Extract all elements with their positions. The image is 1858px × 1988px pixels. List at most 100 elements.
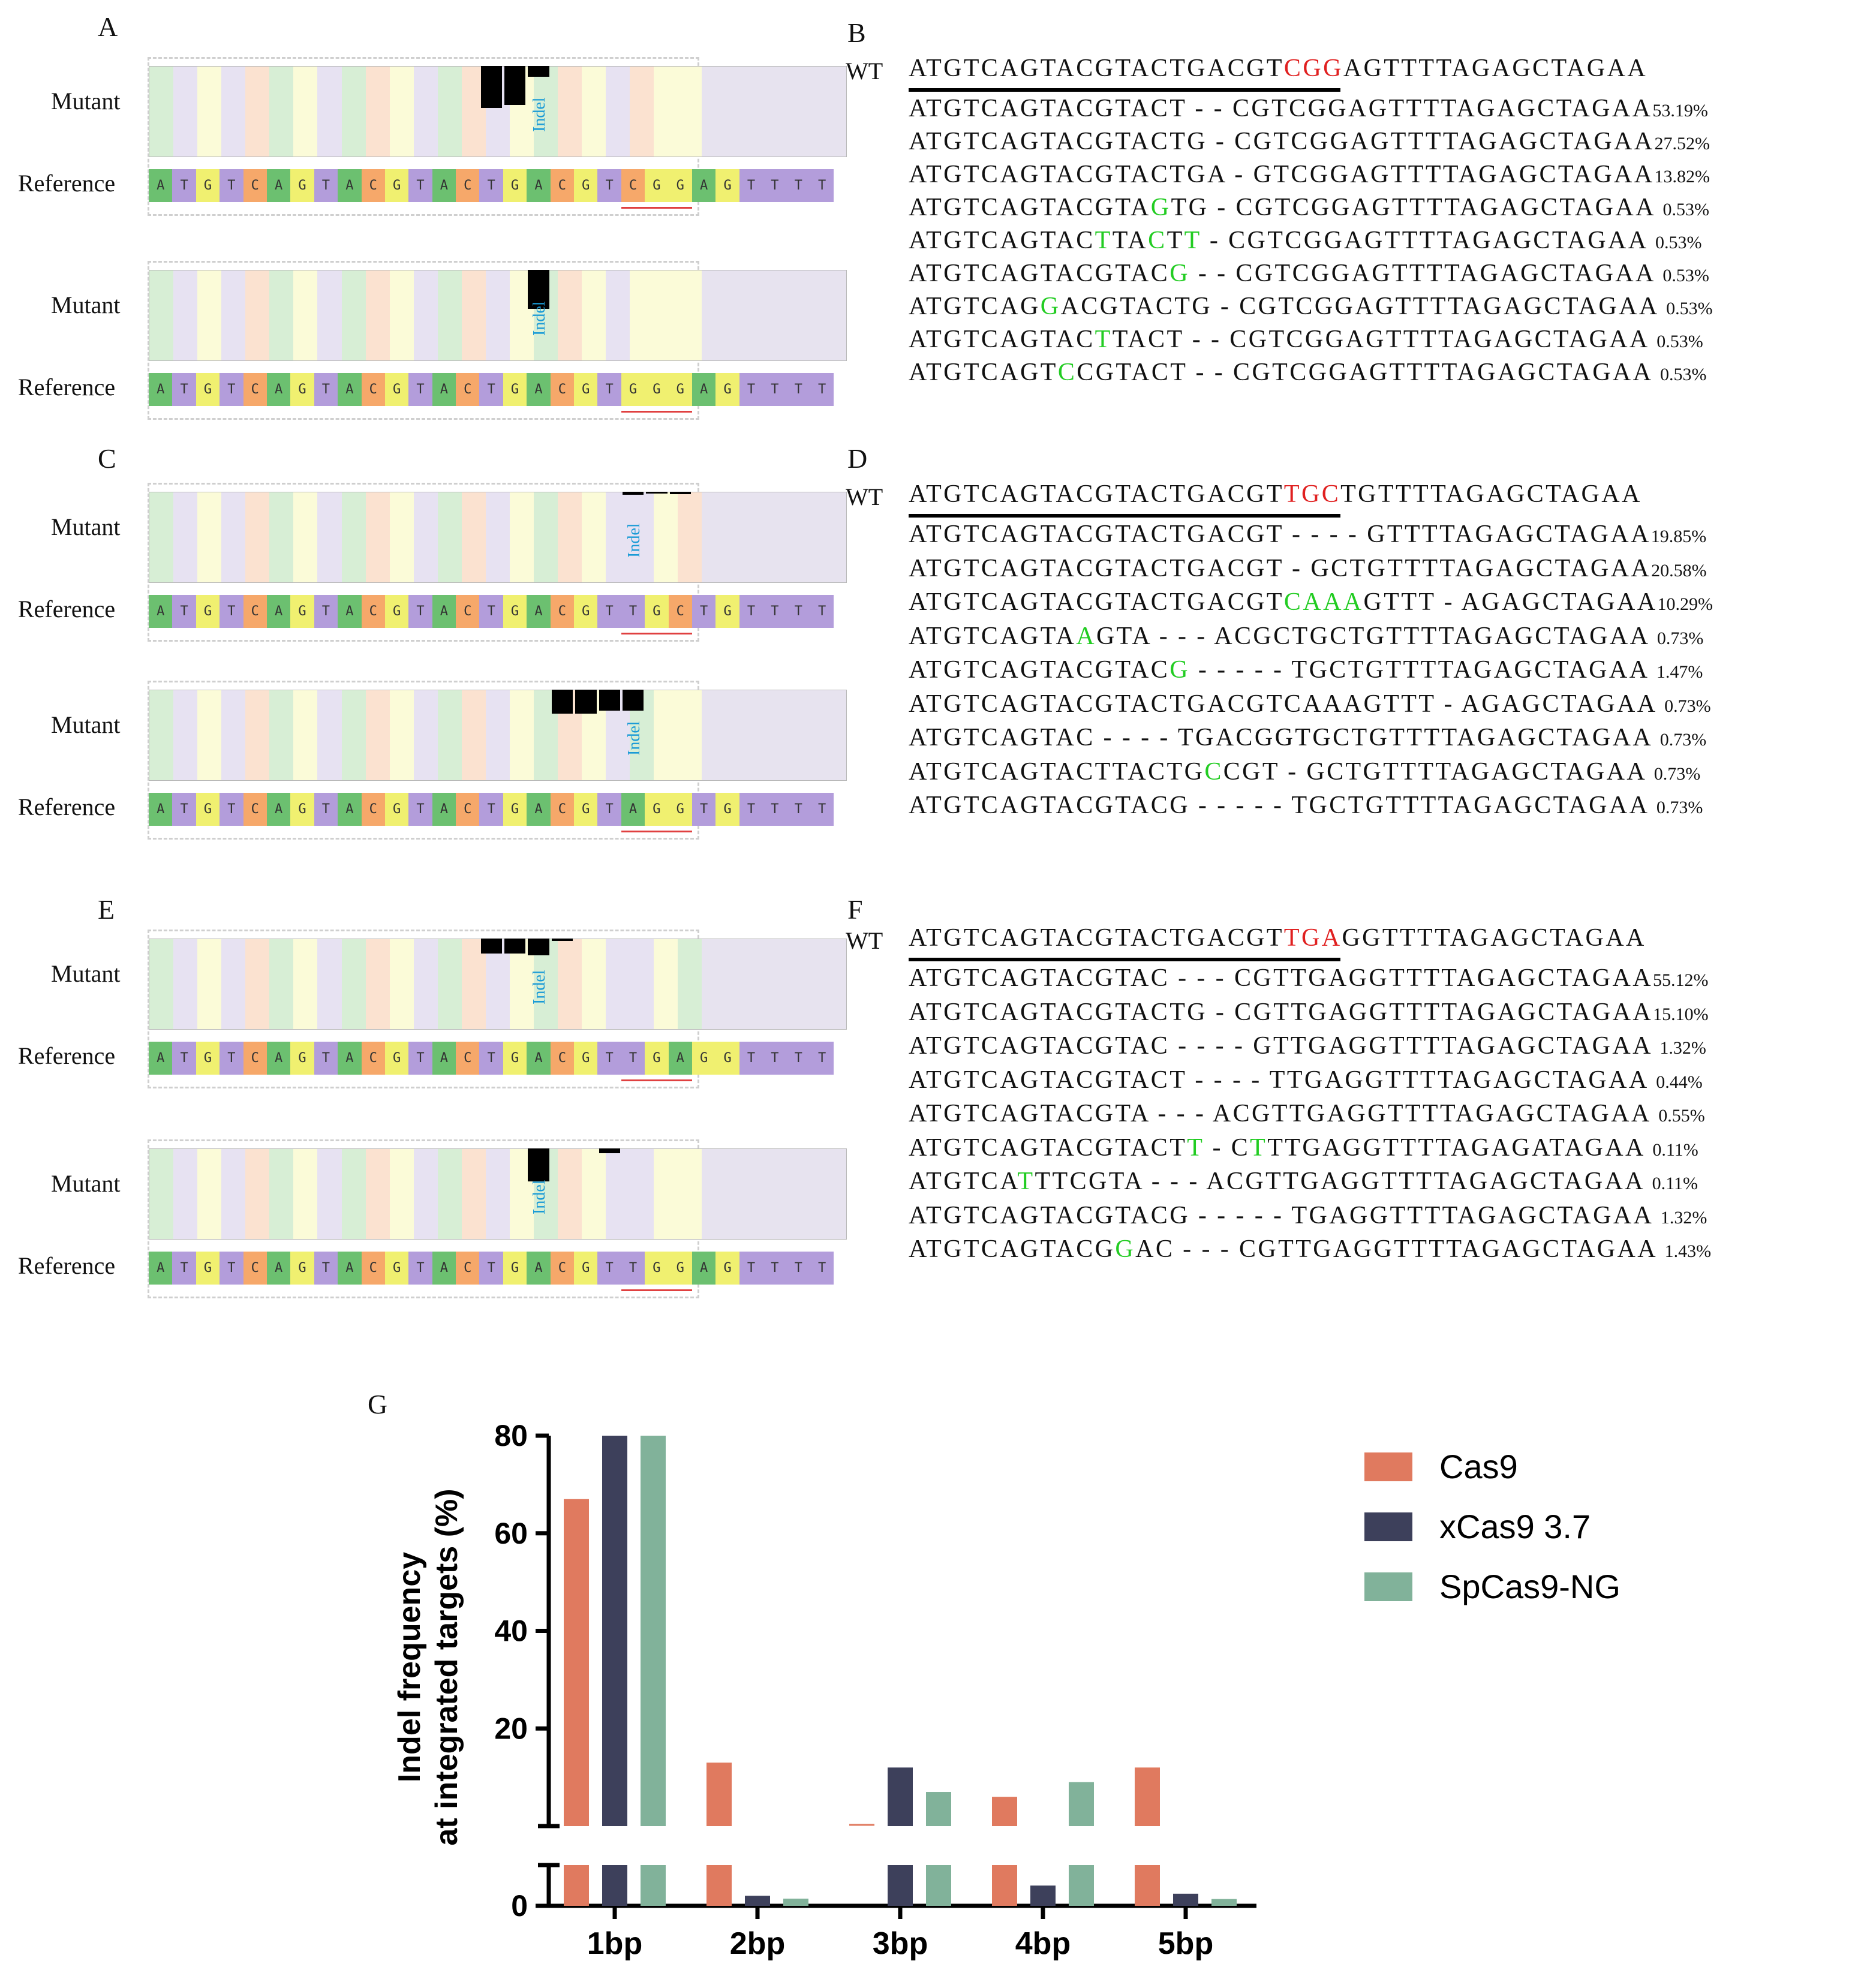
reference-base: T	[739, 169, 763, 202]
reference-base: A	[621, 793, 645, 826]
trace-band	[630, 939, 654, 1029]
reference-base: C	[361, 373, 385, 406]
substituted-base: G	[1169, 656, 1190, 684]
reference-base: A	[432, 595, 456, 628]
allele-frequency: 0.73%	[1656, 798, 1703, 817]
mutant-label: Mutant	[51, 513, 121, 540]
panel-label-c: C	[98, 443, 116, 474]
trace-band	[365, 939, 390, 1029]
reference-base: G	[574, 595, 598, 628]
reference-base: T	[786, 1252, 810, 1285]
reference-base: A	[266, 373, 291, 406]
reference-base: C	[550, 793, 575, 826]
trace-band	[269, 1149, 294, 1239]
reference-base: G	[196, 373, 220, 406]
trace-band	[485, 1149, 510, 1239]
reference-base: T	[479, 373, 503, 406]
allele-segment: ATGTCAGTAC - - - - TGACGGTGCTGTTTTAGAGCT…	[909, 724, 1660, 751]
reference-base: C	[550, 169, 575, 202]
trace-band	[197, 939, 222, 1029]
trace-band	[365, 67, 390, 157]
reference-base: A	[432, 1252, 456, 1285]
reference-base: A	[266, 1042, 291, 1075]
reference-base: G	[290, 793, 314, 826]
reference-base: G	[196, 1252, 220, 1285]
trace-band	[389, 492, 414, 582]
reference-base: G	[574, 373, 598, 406]
mutant-label: Mutant	[51, 711, 121, 738]
protospacer-underline	[909, 88, 1340, 92]
y-axis-label-line: at integrated targets (%)	[429, 1488, 464, 1845]
trace-band	[293, 270, 318, 360]
trace-band	[654, 492, 678, 582]
allele-frequency: 0.73%	[1653, 763, 1701, 784]
trace-band	[606, 939, 630, 1029]
allele-segment: ATGTCAGTACGTA - - - ACGTTGAGGTTTTAGAGCTA…	[909, 1100, 1659, 1127]
allele-frequency: 1.32%	[1659, 1038, 1706, 1058]
trace-band	[317, 939, 342, 1029]
x-tick-label: 1bp	[587, 1926, 642, 1961]
reference-base: T	[172, 169, 196, 202]
reference-label: Reference	[18, 596, 116, 622]
panel-label-e: E	[98, 894, 115, 925]
bar-lower-cas9	[1135, 1865, 1160, 1906]
allele-segment: ATGTCAGTACGTACTG - CGTCGGAGTTTTAGAGCTAGA…	[909, 128, 1655, 155]
trace-band	[774, 1149, 798, 1239]
legend-swatch	[1364, 1452, 1412, 1481]
reference-base: C	[243, 595, 267, 628]
trace-band	[221, 939, 246, 1029]
reference-base: G	[384, 373, 409, 406]
bar-spcas9-ng	[1069, 1782, 1094, 1826]
reference-base: A	[266, 169, 291, 202]
reference-base: G	[715, 169, 739, 202]
mutant-allele: ATGTCAGTACGTACTGA - GTCGGAGTTTTAGAGCTAGA…	[909, 160, 1710, 189]
legend-label: Cas9	[1439, 1448, 1518, 1485]
trace-band	[269, 492, 294, 582]
trace-band	[389, 939, 414, 1029]
reference-base: G	[503, 793, 527, 826]
trace-band	[678, 939, 702, 1029]
mutant-allele: ATGTCAGTACGGAC - - - CGTTGAGGTTTTAGAGCTA…	[909, 1235, 1711, 1264]
allele-segment: ATGTCAGTACGTACG - - - - - TGCTGTTTTAGAGC…	[909, 792, 1656, 819]
indel-peak	[551, 690, 573, 714]
mutant-allele: ATGTCAGTACGTA - - - ACGTTGAGGTTTTAGAGCTA…	[909, 1099, 1705, 1128]
trace-band	[798, 939, 822, 1029]
reference-label: Reference	[18, 374, 116, 401]
allele-segment: ATGTCAGTAC	[909, 227, 1095, 254]
trace-band	[413, 270, 438, 360]
trace-band	[750, 270, 774, 360]
mutant-allele: ATGTCAGTACGTAGTG - CGTCGGAGTTTTAGAGCTAGA…	[909, 193, 1709, 222]
mutant-label: Mutant	[51, 88, 121, 115]
mutant-allele: ATGTCAGTACGTACTGACGT - - - - GTTTTAGAGCT…	[909, 520, 1706, 549]
trace-band	[197, 270, 222, 360]
trace-band	[798, 270, 822, 360]
reference-base: T	[314, 595, 338, 628]
allele-frequency: 1.43%	[1664, 1241, 1712, 1261]
bar-lower-cas9	[564, 1865, 589, 1906]
substituted-base: C	[1204, 757, 1223, 786]
allele-frequency: 0.73%	[1656, 628, 1704, 648]
indel-peak	[575, 690, 597, 714]
allele-segment: GTA - - - ACGCTGCTGTTTTAGAGCTAGAA	[1096, 622, 1657, 650]
trace-band	[726, 492, 750, 582]
reference-base: G	[574, 1042, 598, 1075]
legend-label: SpCas9-NG	[1439, 1568, 1621, 1605]
trace-band	[558, 492, 582, 582]
trace-band	[726, 690, 750, 780]
trace-band	[269, 939, 294, 1029]
trace-band	[461, 270, 486, 360]
trace-band	[413, 492, 438, 582]
trace-band	[558, 939, 582, 1029]
trace-band	[702, 67, 726, 157]
trace-band	[630, 67, 654, 157]
reference-base: T	[597, 595, 621, 628]
trace-band	[750, 492, 774, 582]
reference-base: T	[408, 793, 432, 826]
allele-segment: - CGTCGGAGTTTTAGAGCTAGAA	[1201, 227, 1656, 254]
reference-base: A	[338, 373, 362, 406]
pam-underline	[621, 1289, 693, 1291]
trace-band	[173, 270, 198, 360]
reference-base: A	[266, 595, 291, 628]
reference-base: T	[314, 793, 338, 826]
trace-band	[197, 1149, 222, 1239]
